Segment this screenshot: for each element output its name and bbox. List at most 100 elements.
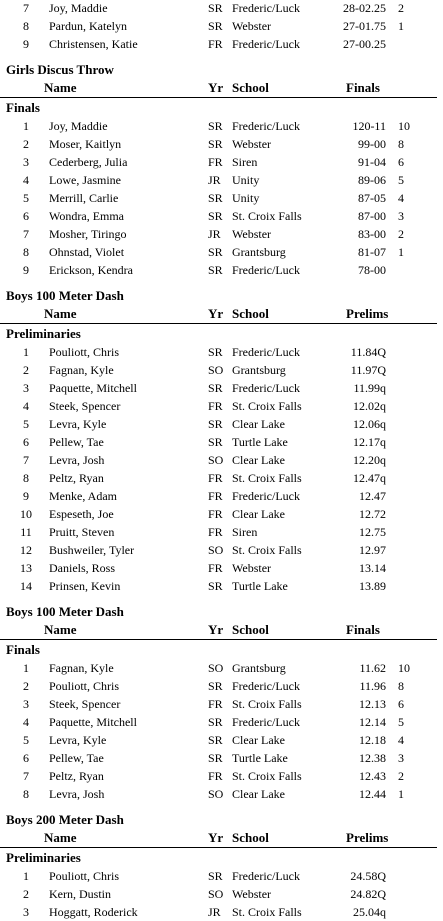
table-row: 3 Paquette, Mitchell SR Frederic/Luck 11.99q xyxy=(0,379,443,397)
event-title: Boys 100 Meter Dash xyxy=(6,288,124,303)
athlete-name-cell: Prinsen, Kevin xyxy=(49,579,121,593)
place-cell: 6 xyxy=(23,751,29,765)
year-cell: FR xyxy=(208,507,223,521)
athlete-name-cell: Paquette, Mitchell xyxy=(49,715,137,729)
athlete-name-cell: Fagnan, Kyle xyxy=(49,661,114,675)
place-cell: 3 xyxy=(23,697,29,711)
year-cell: SR xyxy=(208,345,223,359)
table-row: 4 Paquette, Mitchell SR Frederic/Luck 12.14 5 xyxy=(0,713,443,731)
table-row: 5 Merrill, Carlie SR Unity 87-05 4 xyxy=(0,189,443,207)
year-cell: FR xyxy=(208,769,223,783)
athlete-name-cell: Levra, Kyle xyxy=(49,417,107,431)
school-cell: St. Croix Falls xyxy=(232,543,302,557)
table-row: 3 Hoggatt, Roderick JR St. Croix Falls 25.04… xyxy=(0,903,443,921)
event-title: Girls Discus Throw xyxy=(6,62,114,77)
mark-cell: 12.97 xyxy=(359,543,386,557)
school-cell: Clear Lake xyxy=(232,787,285,801)
place-cell: 9 xyxy=(23,489,29,503)
school-cell: Turtle Lake xyxy=(232,579,288,593)
column-header-school: School xyxy=(232,622,269,637)
year-cell: SR xyxy=(208,435,223,449)
column-header-yr: Yr xyxy=(208,306,224,321)
place-cell: 8 xyxy=(23,787,29,801)
mark-cell: 99-00 xyxy=(358,137,386,151)
event-title: Boys 100 Meter Dash xyxy=(6,604,124,619)
mark-cell: 91-04 xyxy=(358,155,386,169)
table-row: 9 Erickson, Kendra SR Frederic/Luck 78-00 xyxy=(0,261,443,279)
athlete-name-cell: Steek, Spencer xyxy=(49,697,121,711)
year-cell: JR xyxy=(208,905,221,919)
table-row: 6 Pellew, Tae SR Turtle Lake 12.17q xyxy=(0,433,443,451)
school-cell: Frederic/Luck xyxy=(232,869,300,883)
column-header-row: Name Yr School Finals xyxy=(0,79,437,98)
mark-cell: 12.47q xyxy=(353,471,386,485)
place-cell: 7 xyxy=(23,227,29,241)
athlete-name-cell: Merrill, Carlie xyxy=(49,191,119,205)
round-title: Finals xyxy=(6,642,40,657)
table-row: 5 Levra, Kyle SR Clear Lake 12.06q xyxy=(0,415,443,433)
place-cell: 2 xyxy=(23,363,29,377)
mark-cell: 12.13 xyxy=(359,697,386,711)
column-header-school: School xyxy=(232,306,269,321)
mark-cell: 12.02q xyxy=(353,399,386,413)
points-cell: 5 xyxy=(398,173,404,187)
table-row: 13 Daniels, Ross FR Webster 13.14 xyxy=(0,559,443,577)
place-cell: 12 xyxy=(20,543,32,557)
year-cell: SO xyxy=(208,887,224,901)
school-cell: Turtle Lake xyxy=(232,751,288,765)
school-cell: Frederic/Luck xyxy=(232,489,300,503)
mark-cell: 89-06 xyxy=(358,173,386,187)
mark-cell: 12.38 xyxy=(359,751,386,765)
points-cell: 6 xyxy=(398,697,404,711)
place-cell: 8 xyxy=(23,19,29,33)
table-row: 6 Wondra, Emma SR St. Croix Falls 87-00 3 xyxy=(0,207,443,225)
mark-cell: 11.62 xyxy=(359,661,386,675)
points-cell: 4 xyxy=(398,733,404,747)
table-row: 1 Pouliott, Chris SR Frederic/Luck 24.58Q xyxy=(0,867,443,885)
school-cell: Grantsburg xyxy=(232,245,286,259)
year-cell: SR xyxy=(208,733,223,747)
school-cell: Clear Lake xyxy=(232,733,285,747)
column-header-row: Name Yr School Prelims xyxy=(0,305,437,324)
mark-cell: 12.47 xyxy=(359,489,386,503)
year-cell: SR xyxy=(208,19,223,33)
table-row: 2 Fagnan, Kyle SO Grantsburg 11.97Q xyxy=(0,361,443,379)
event-title: Boys 200 Meter Dash xyxy=(6,812,124,827)
table-row: 1 Fagnan, Kyle SO Grantsburg 11.62 10 xyxy=(0,659,443,677)
table-row: 10 Espeseth, Joe FR Clear Lake 12.72 xyxy=(0,505,443,523)
table-row: 3 Cederberg, Julia FR Siren 91-04 6 xyxy=(0,153,443,171)
mark-cell: 11.84Q xyxy=(350,345,386,359)
place-cell: 5 xyxy=(23,733,29,747)
place-cell: 1 xyxy=(23,869,29,883)
column-header-row: Name Yr School Prelims xyxy=(0,829,437,848)
points-cell: 5 xyxy=(398,715,404,729)
column-header-name: Name xyxy=(44,622,77,637)
points-cell: 6 xyxy=(398,155,404,169)
school-cell: Siren xyxy=(232,155,258,169)
place-cell: 3 xyxy=(23,905,29,919)
table-row: 7 Mosher, Tiringo JR Webster 83-00 2 xyxy=(0,225,443,243)
school-cell: Frederic/Luck xyxy=(232,263,300,277)
place-cell: 5 xyxy=(23,191,29,205)
school-cell: Clear Lake xyxy=(232,453,285,467)
place-cell: 4 xyxy=(23,715,29,729)
year-cell: SO xyxy=(208,543,224,557)
table-row: 4 Lowe, Jasmine JR Unity 89-06 5 xyxy=(0,171,443,189)
year-cell: FR xyxy=(208,525,223,539)
column-header-name: Name xyxy=(44,80,77,95)
school-cell: Frederic/Luck xyxy=(232,715,300,729)
place-cell: 1 xyxy=(23,119,29,133)
school-cell: Webster xyxy=(232,561,272,575)
athlete-name-cell: Lowe, Jasmine xyxy=(49,173,121,187)
mark-cell: 11.97Q xyxy=(350,363,386,377)
athlete-name-cell: Pellew, Tae xyxy=(49,435,104,449)
athlete-name-cell: Pellew, Tae xyxy=(49,751,104,765)
place-cell: 1 xyxy=(23,345,29,359)
athlete-name-cell: Moser, Kaitlyn xyxy=(49,137,122,151)
place-cell: 7 xyxy=(23,453,29,467)
school-cell: Frederic/Luck xyxy=(232,345,300,359)
column-header-row: Name Yr School Finals xyxy=(0,621,437,640)
mark-cell: 25.04q xyxy=(353,905,386,919)
column-header-mark: Prelims xyxy=(346,306,389,321)
column-header-school: School xyxy=(232,80,269,95)
